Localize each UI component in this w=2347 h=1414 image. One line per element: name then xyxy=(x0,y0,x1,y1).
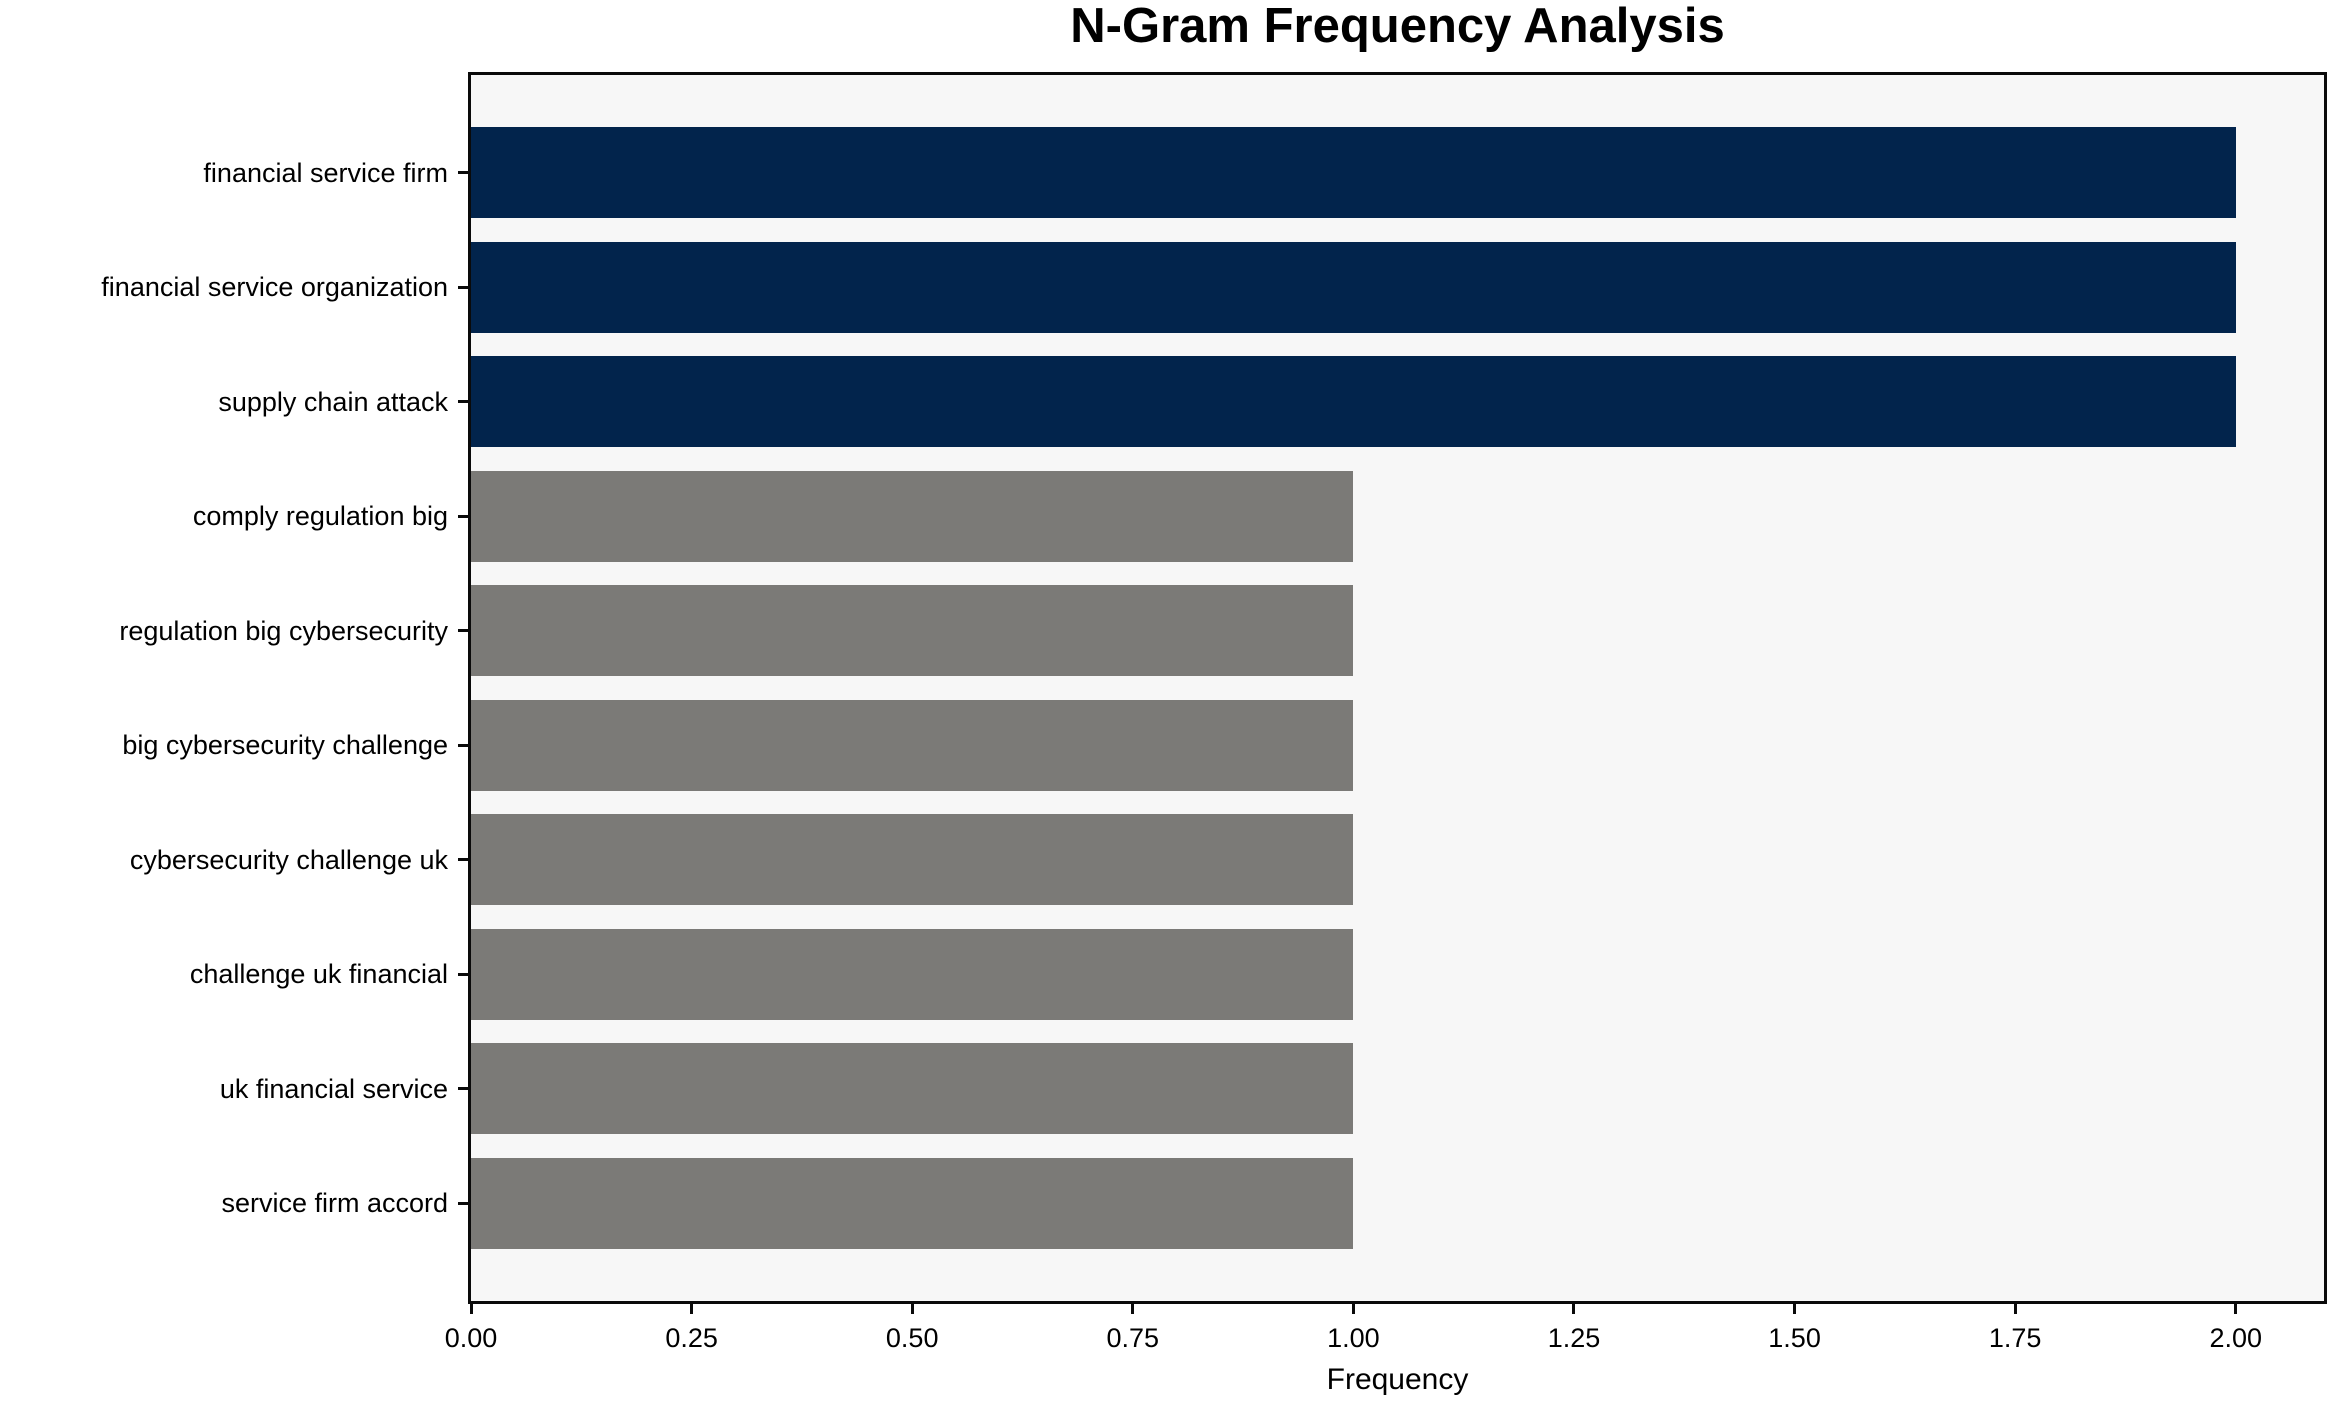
x-tick-label: 0.50 xyxy=(885,1323,939,1353)
y-tick-label: financial service firm xyxy=(203,157,448,188)
bar-challenge-uk-financial xyxy=(471,928,1354,1020)
x-tick-mark xyxy=(1572,1304,1576,1314)
y-tick-label: challenge uk financial xyxy=(189,959,448,989)
x-tick-mark xyxy=(2234,1304,2238,1314)
x-tick-label: 1.25 xyxy=(1547,1323,1601,1353)
y-tick-mark xyxy=(458,400,468,403)
bar-financial-service-firm xyxy=(471,127,2236,218)
y-tick-mark xyxy=(458,858,468,861)
chart-title: N-Gram Frequency Analysis xyxy=(1070,0,1725,53)
bar-supply-chain-attack xyxy=(471,356,2236,447)
y-tick-label: big cybersecurity challenge xyxy=(122,730,448,760)
x-tick-label: 1.75 xyxy=(1988,1323,2042,1353)
x-tick-mark xyxy=(1793,1304,1797,1314)
x-tick-label: 0.00 xyxy=(444,1323,498,1353)
y-tick-label: comply regulation big xyxy=(192,501,448,531)
x-tick-mark xyxy=(1131,1304,1135,1314)
x-tick-label: 1.50 xyxy=(1768,1323,1821,1353)
x-tick-label: 0.75 xyxy=(1106,1323,1160,1353)
y-tick-mark xyxy=(458,514,468,518)
bar-comply-regulation-big xyxy=(471,470,1354,562)
x-tick-mark xyxy=(910,1304,914,1314)
bar-uk-financial-service xyxy=(471,1043,1354,1134)
bar-service-firm-accord xyxy=(471,1157,1354,1249)
x-tick-mark xyxy=(469,1304,473,1314)
x-tick-label: 1.00 xyxy=(1327,1323,1380,1353)
y-tick-mark xyxy=(458,285,468,289)
x-tick-label: 0.25 xyxy=(665,1323,718,1353)
y-tick-label: supply chain attack xyxy=(218,386,448,417)
bar-financial-service-organization xyxy=(471,241,2236,333)
plot-area xyxy=(468,72,2327,1304)
y-tick-mark xyxy=(458,629,468,632)
x-tick-mark xyxy=(2013,1304,2017,1314)
x-tick-mark xyxy=(690,1304,694,1314)
y-tick-label: service firm accord xyxy=(221,1188,448,1218)
x-tick-mark xyxy=(1351,1304,1355,1314)
y-tick-mark xyxy=(458,1087,468,1090)
y-tick-mark xyxy=(458,972,468,976)
y-tick-label: financial service organization xyxy=(101,272,448,302)
y-tick-label: uk financial service xyxy=(219,1073,448,1104)
bar-big-cybersecurity-challenge xyxy=(471,699,1354,791)
bar-regulation-big-cybersecurity xyxy=(471,585,1354,676)
y-tick-mark xyxy=(458,743,468,747)
y-tick-mark xyxy=(458,171,468,174)
x-tick-label: 2.00 xyxy=(2209,1323,2263,1353)
y-tick-label: regulation big cybersecurity xyxy=(119,615,448,646)
y-tick-mark xyxy=(458,1201,468,1205)
y-tick-label: cybersecurity challenge uk xyxy=(129,844,448,875)
x-axis-label: Frequency xyxy=(1326,1363,1469,1396)
bar-cybersecurity-challenge-uk xyxy=(471,814,1354,905)
